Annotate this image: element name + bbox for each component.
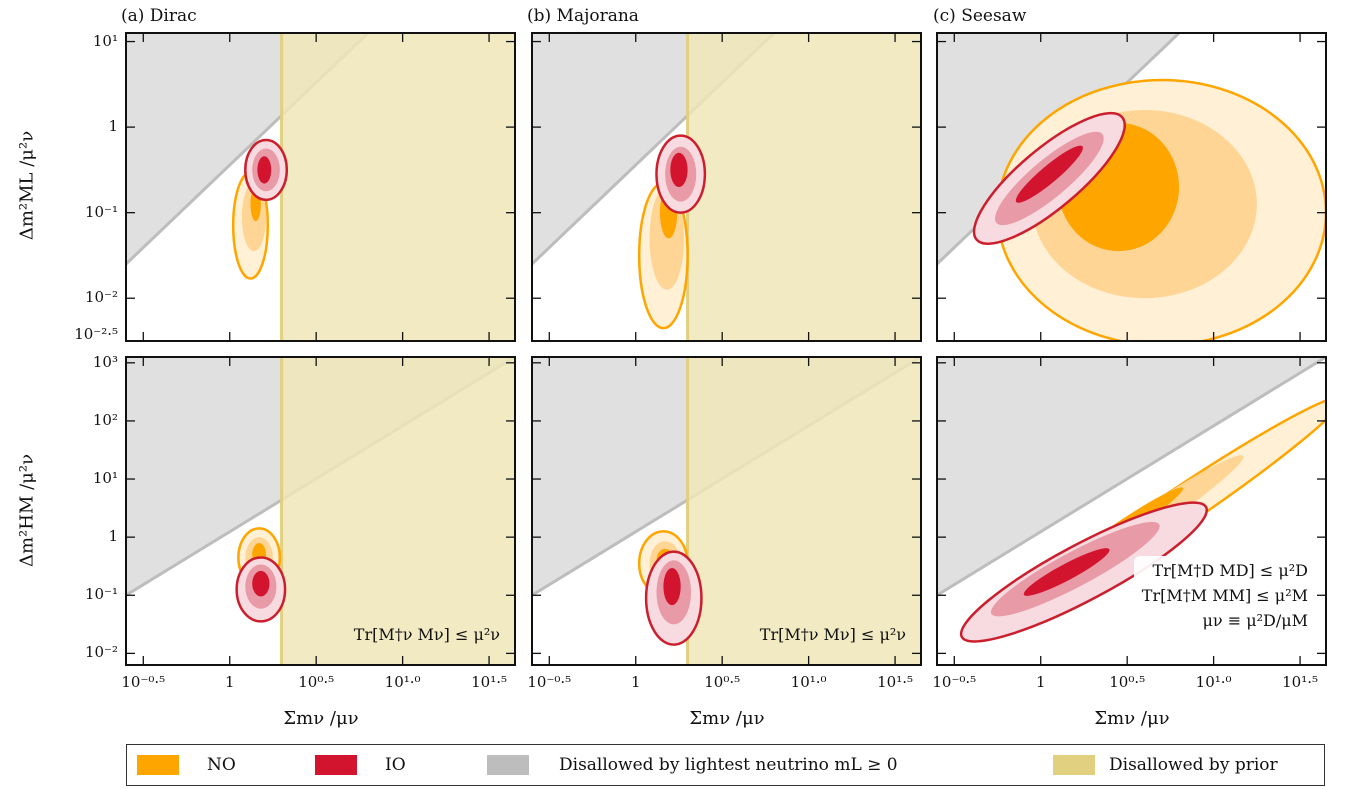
panel-a-top-plot-area — [126, 33, 515, 341]
xlabel-dirac: Σmν /μν — [283, 708, 359, 729]
bottom-ytick-label: 10³ — [92, 352, 118, 371]
panel-c-top-io-contour-3 — [1015, 145, 1083, 203]
panel-c-bottom-lightest-line — [937, 357, 1326, 597]
xtick-label-c: 10⁰·⁵ — [1109, 673, 1146, 691]
annotation-seesaw-line2: Tr[M†M MM] ≤ μ²M — [1141, 586, 1308, 605]
panel-b-bottom-io-contour-3 — [663, 567, 681, 606]
xtick-label-a: 10¹·⁰ — [384, 673, 421, 691]
legend-item-io: IO — [315, 754, 406, 776]
annotation-seesaw-line1: Tr[M†D MD] ≤ μ²D — [1152, 561, 1308, 580]
panel-b-top-frame — [531, 32, 922, 342]
panel-a-top-frame — [125, 32, 516, 342]
xlabel-majorana: Σmν /μν — [689, 708, 765, 729]
xtick-label-a: 10⁻⁰·⁵ — [121, 673, 166, 691]
top-ytick-label: 10¹ — [92, 31, 118, 50]
legend-label-prior: Disallowed by prior — [1109, 755, 1278, 775]
bottom-ytick-label: 10⁻² — [84, 643, 118, 662]
xtick-label-b: 1 — [630, 673, 641, 691]
panel-b-bottom-prior-region — [687, 357, 921, 665]
panel-b-bottom-plot-area — [532, 357, 921, 665]
panel-a-top-prior-region — [281, 33, 515, 341]
panel-c-bottom-frame — [936, 356, 1327, 666]
bottom-ytick-label: 10² — [92, 410, 118, 429]
top-ylabel: Δm²ML /μ²ν — [16, 130, 38, 241]
bottom-ylabel: Δm²HM /μ²ν — [16, 453, 38, 568]
annotation-dirac-text: Tr[M†ν Mν] ≤ μ²ν — [353, 625, 500, 644]
xtick-label-c: 1 — [1035, 673, 1046, 691]
xtick-label-a: 10¹·⁵ — [471, 673, 508, 691]
xtick-label-b: 10⁰·⁵ — [704, 673, 741, 691]
panel-b-top-prior-region — [687, 33, 921, 341]
panel-b-top — [531, 32, 922, 342]
panel-c-top-frame — [936, 32, 1327, 342]
panel-a-bottom — [125, 356, 516, 666]
legend-swatch-no — [137, 755, 179, 775]
top-ytick-label: 1 — [108, 117, 118, 136]
annotation-majorana: Tr[M†ν Mν] ≤ μ²ν — [760, 622, 906, 647]
bottom-ytick-label: 10¹ — [92, 469, 118, 488]
xtick-label-a: 1 — [224, 673, 235, 691]
panel-b-top-plot-area — [532, 33, 921, 341]
legend-label-lightest: Disallowed by lightest neutrino mL ≥ 0 — [559, 755, 898, 775]
bottom-ytick-label: 1 — [108, 527, 118, 546]
annotation-seesaw-line3: μν ≡ μ²D/μM — [1202, 611, 1308, 630]
top-ytick-label: 10⁻²·⁵ — [74, 325, 118, 343]
annotation-seesaw: Tr[M†D MD] ≤ μ²D Tr[M†M MM] ≤ μ²M μν ≡ μ… — [1133, 556, 1316, 635]
top-ytick-label: 10⁻¹ — [84, 202, 118, 221]
legend-item-no: NO — [137, 754, 236, 776]
legend-item-prior: Disallowed by prior — [1053, 754, 1278, 776]
bottom-ytick-label: 10⁻¹ — [84, 585, 118, 604]
legend: NO IO Disallowed by lightest neutrino mL… — [126, 744, 1325, 786]
xtick-label-b: 10¹·⁰ — [790, 673, 827, 691]
panel-c-bottom-plot-area — [937, 357, 1326, 643]
panel-a-bottom-frame — [125, 356, 516, 666]
xtick-label-c: 10⁻⁰·⁵ — [932, 673, 977, 691]
top-ytick-label: 10⁻² — [84, 288, 118, 307]
panel-title-seesaw: (c) Seesaw — [933, 6, 1027, 26]
panel-c-bottom — [936, 356, 1327, 666]
legend-swatch-prior — [1053, 755, 1095, 775]
legend-label-no: NO — [207, 755, 236, 775]
panel-b-bottom — [531, 356, 922, 666]
panel-a-bottom-prior-region — [281, 357, 515, 665]
annotation-majorana-text: Tr[M†ν Mν] ≤ μ²ν — [759, 625, 906, 644]
panel-c-top-plot-area — [937, 33, 1326, 341]
legend-label-io: IO — [385, 755, 406, 775]
panel-c-top — [936, 32, 1327, 342]
panel-b-bottom-frame — [531, 356, 922, 666]
panel-a-top — [125, 32, 516, 342]
panel-a-bottom-plot-area — [126, 357, 515, 665]
panel-a-top-io-contour-3 — [257, 156, 272, 184]
legend-swatch-io — [315, 755, 357, 775]
legend-swatch-lightest — [487, 755, 529, 775]
panel-title-dirac: (a) Dirac — [121, 6, 197, 26]
xtick-label-b: 10⁻⁰·⁵ — [527, 673, 572, 691]
panel-a-bottom-io-contour-3 — [252, 570, 270, 597]
panel-b-top-io-contour-3 — [670, 152, 688, 187]
legend-item-lightest: Disallowed by lightest neutrino mL ≥ 0 — [487, 754, 898, 776]
panel-c-bottom-io-contour-3 — [1023, 548, 1110, 596]
annotation-dirac: Tr[M†ν Mν] ≤ μ²ν — [354, 622, 500, 647]
xlabel-seesaw: Σmν /μν — [1094, 708, 1170, 729]
panel-title-majorana: (b) Majorana — [527, 6, 639, 26]
xtick-label-c: 10¹·⁰ — [1195, 673, 1232, 691]
xtick-label-c: 10¹·⁵ — [1282, 673, 1319, 691]
xtick-label-b: 10¹·⁵ — [877, 673, 914, 691]
xtick-label-a: 10⁰·⁵ — [298, 673, 335, 691]
